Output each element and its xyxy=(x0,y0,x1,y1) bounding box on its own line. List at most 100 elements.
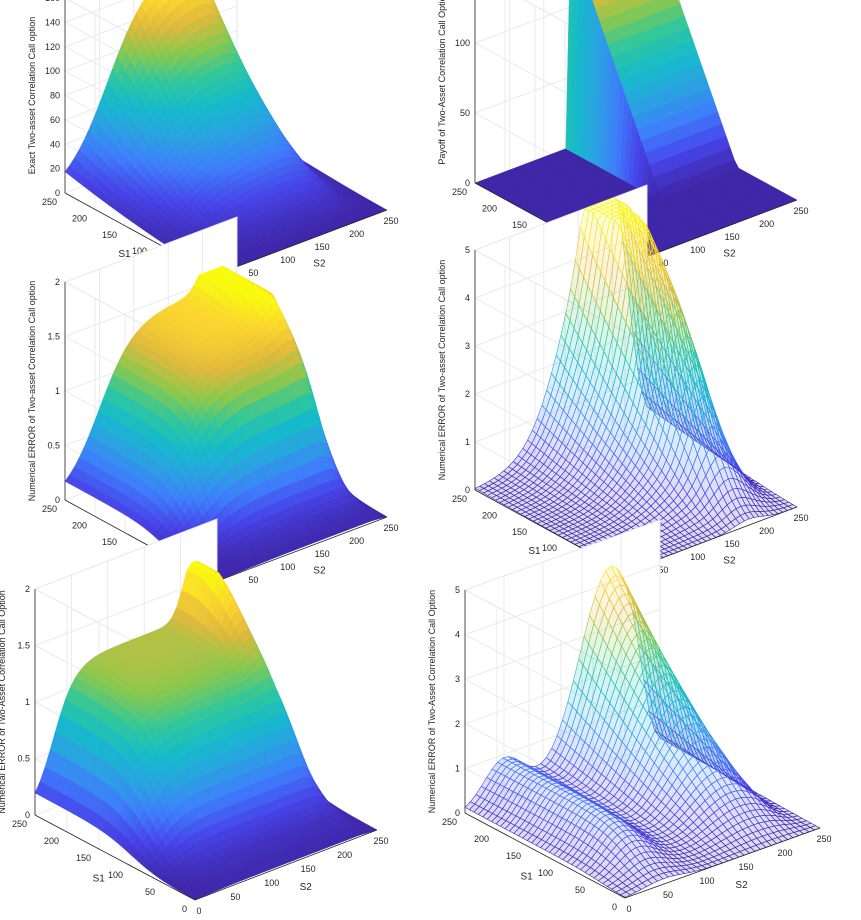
z-tick-label: 0 xyxy=(465,485,470,495)
z-tick-label: 1.5 xyxy=(17,641,30,651)
z-tick-label: 0.5 xyxy=(47,441,60,451)
y-tick-label: 150 xyxy=(512,220,527,230)
z-tick-label: 5 xyxy=(465,245,470,255)
z-axis-label: Numerical ERROR of Two-Asset Correlation… xyxy=(427,590,437,813)
x-tick-label: 100 xyxy=(280,562,295,572)
z-tick-label: 0 xyxy=(55,188,60,198)
y-axis-label: S1 xyxy=(93,874,106,885)
x-tick-label: 200 xyxy=(777,848,792,858)
x-axis-line xyxy=(214,209,388,276)
x-tick-label: 50 xyxy=(248,575,258,585)
x-tick-label: 0 xyxy=(196,906,201,916)
y-axis-label: S1 xyxy=(528,546,541,557)
z-tick-label: 60 xyxy=(50,115,60,125)
y-axis-line xyxy=(464,812,626,899)
x-tick-label: 200 xyxy=(337,850,352,860)
y-tick-label: 200 xyxy=(44,836,59,846)
z-tick-label: 0 xyxy=(55,495,60,505)
y-tick-label: 100 xyxy=(538,868,553,878)
y-axis-line xyxy=(34,814,196,901)
z-tick-label: 1 xyxy=(455,763,460,773)
surface-mesh xyxy=(464,565,821,898)
z-tick-label: 120 xyxy=(45,42,60,52)
y-tick-label: 0 xyxy=(612,902,617,912)
x-tick-label: 250 xyxy=(793,513,808,523)
x-tick-label: 250 xyxy=(373,836,388,846)
z-tick-label: 1.5 xyxy=(47,332,60,342)
z-tick-label: 0 xyxy=(25,810,30,820)
x-tick-label: 50 xyxy=(230,892,240,902)
x-tick-label: 250 xyxy=(383,523,398,533)
x-axis-line xyxy=(624,199,798,266)
y-tick-label: 50 xyxy=(145,887,155,897)
z-tick-label: 2 xyxy=(25,584,30,594)
z-tick-label: 1 xyxy=(465,437,470,447)
y-tick-label: 250 xyxy=(42,504,57,514)
surface-mesh xyxy=(34,560,378,901)
y-tick-label: 200 xyxy=(482,203,497,213)
x-tick-label: 100 xyxy=(690,245,705,255)
y-tick-label: 200 xyxy=(474,834,489,844)
z-tick-label: 0 xyxy=(455,808,460,818)
x-axis-label: S2 xyxy=(723,249,736,260)
x-tick-label: 200 xyxy=(759,526,774,536)
y-axis-label: S1 xyxy=(118,249,131,260)
x-tick-label: 150 xyxy=(315,549,330,559)
z-tick-label: 1 xyxy=(25,697,30,707)
x-axis-label: S2 xyxy=(313,259,326,270)
plot-panel-6: 012345050100150200250050100150200250S2S1… xyxy=(427,519,832,914)
x-tick-label: 200 xyxy=(349,229,364,239)
z-tick-label: 4 xyxy=(465,293,470,303)
y-tick-label: 200 xyxy=(72,520,87,530)
y-tick-label: 150 xyxy=(102,230,117,240)
x-tick-label: 50 xyxy=(663,890,673,900)
z-tick-label: 0 xyxy=(465,178,470,188)
z-tick-label: 20 xyxy=(50,164,60,174)
x-tick-label: 200 xyxy=(349,536,364,546)
x-tick-label: 250 xyxy=(383,216,398,226)
y-tick-label: 250 xyxy=(452,187,467,197)
y-tick-label: 150 xyxy=(506,851,521,861)
y-tick-label: 150 xyxy=(512,527,527,537)
y-tick-label: 250 xyxy=(42,197,57,207)
x-tick-label: 200 xyxy=(759,219,774,229)
x-tick-label: 150 xyxy=(725,539,740,549)
y-axis-label: S1 xyxy=(520,872,533,883)
z-tick-label: 4 xyxy=(455,630,460,640)
x-tick-label: 150 xyxy=(738,862,753,872)
x-tick-label: 50 xyxy=(248,268,258,278)
z-tick-label: 2 xyxy=(465,389,470,399)
z-tick-label: 2 xyxy=(55,277,60,287)
z-axis-label: Payoff of Two-Asset Correlation Call Opt… xyxy=(437,0,447,165)
y-tick-label: 250 xyxy=(442,817,457,827)
z-tick-label: 3 xyxy=(465,341,470,351)
x-tick-label: 0 xyxy=(626,904,631,914)
y-tick-label: 0 xyxy=(182,904,187,914)
z-tick-label: 1 xyxy=(55,386,60,396)
x-axis-line xyxy=(194,829,378,901)
z-tick-label: 140 xyxy=(45,17,60,27)
x-axis-label: S2 xyxy=(735,880,748,891)
y-tick-label: 150 xyxy=(76,853,91,863)
x-tick-label: 250 xyxy=(816,834,831,844)
plot-panel-5: 00.511.52050100150200250050100150200250S… xyxy=(0,518,389,916)
y-tick-label: 100 xyxy=(542,543,557,553)
x-tick-label: 100 xyxy=(264,878,279,888)
z-tick-label: 160 xyxy=(45,0,60,3)
x-tick-label: 100 xyxy=(699,876,714,886)
x-tick-label: 100 xyxy=(690,552,705,562)
z-tick-label: 40 xyxy=(50,139,60,149)
z-tick-label: 100 xyxy=(455,38,470,48)
y-tick-label: 100 xyxy=(132,246,147,256)
x-tick-label: 150 xyxy=(315,242,330,252)
z-tick-label: 80 xyxy=(50,91,60,101)
y-tick-label: 200 xyxy=(72,213,87,223)
z-tick-label: 0.5 xyxy=(17,754,30,764)
y-tick-label: 100 xyxy=(108,870,123,880)
z-tick-label: 3 xyxy=(455,674,460,684)
z-tick-label: 2 xyxy=(455,719,460,729)
y-tick-label: 250 xyxy=(452,494,467,504)
z-tick-label: 100 xyxy=(45,66,60,76)
x-axis-label: S2 xyxy=(300,882,313,893)
